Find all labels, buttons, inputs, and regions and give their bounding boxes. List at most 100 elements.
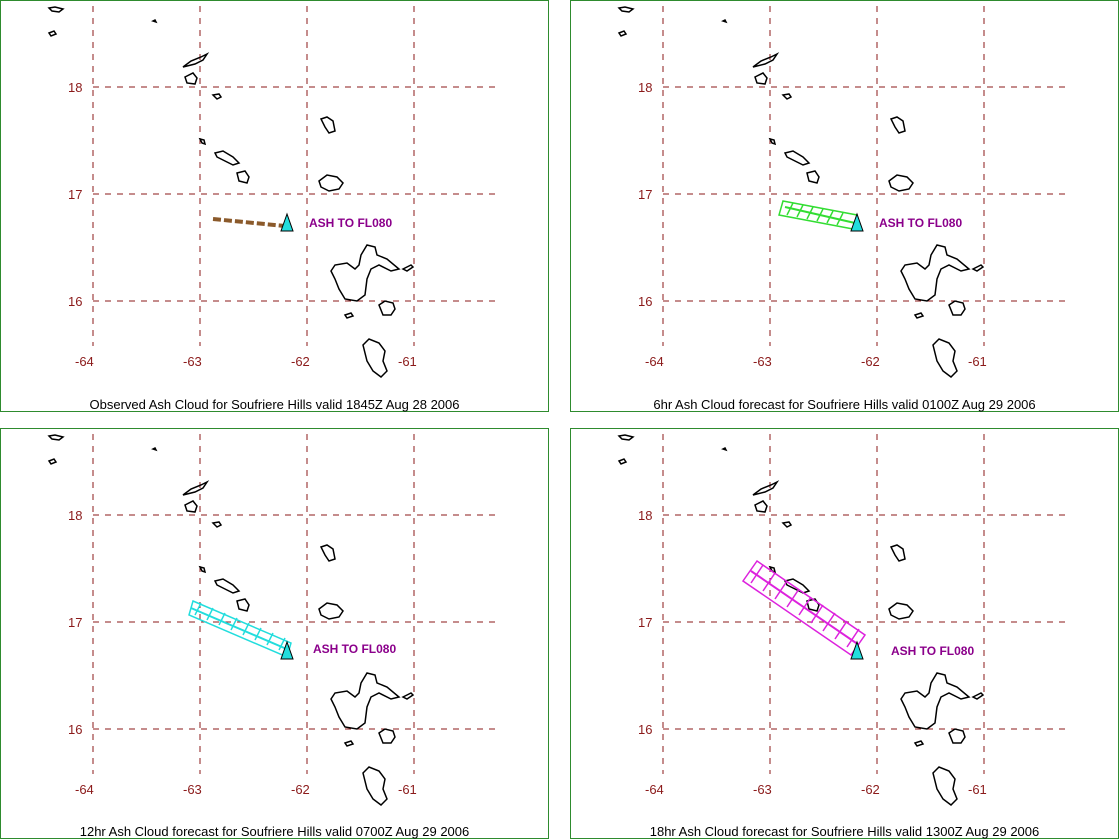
island-outline: [768, 137, 777, 146]
island-outline: [211, 93, 223, 100]
island-outline: [318, 602, 344, 620]
island-outline: [971, 692, 985, 700]
hatch-line: [846, 628, 860, 648]
island-outline: [236, 598, 250, 612]
island-outline: [888, 174, 914, 192]
volcano-triangle-icon: [850, 212, 864, 232]
hatch-line: [254, 627, 262, 641]
lat-lon-grid: [662, 434, 1071, 774]
island-outline: [198, 565, 207, 574]
island-coastlines: [47, 434, 415, 806]
ash-cloud: [778, 200, 858, 230]
lat-label-18: 18: [68, 508, 82, 523]
island-outline: [913, 312, 925, 319]
map-panel-6hr: 18 17 16 -64 -63 -62 -61: [570, 0, 1119, 412]
map-svg: 18 17 16 -64 -63 -62 -61: [47, 434, 501, 806]
island-outline: [378, 728, 396, 744]
lon-label-64: -64: [645, 782, 664, 797]
ash-cloud: [212, 217, 286, 228]
island-outline: [330, 244, 401, 302]
lon-label-61: -61: [968, 782, 987, 797]
panel-caption: 6hr Ash Cloud forecast for Soufriere Hil…: [653, 397, 1036, 412]
lon-label-63: -63: [183, 354, 202, 369]
hatch-line: [786, 202, 794, 216]
island-outline: [343, 312, 355, 319]
island-outline: [948, 728, 966, 744]
lon-label-63: -63: [183, 782, 202, 797]
island-outline: [213, 578, 241, 594]
island-outline: [211, 521, 223, 528]
island-outline: [889, 116, 906, 134]
panel-caption: Observed Ash Cloud for Soufriere Hills v…: [89, 397, 460, 412]
island-outline: [378, 300, 396, 316]
hatch-line: [218, 612, 226, 626]
hatch-line: [230, 617, 238, 631]
hatch-line: [242, 622, 250, 636]
lon-label-61: -61: [398, 354, 417, 369]
island-outline: [47, 6, 65, 13]
island-outline: [752, 480, 780, 496]
ash-altitude-label: ASH TO FL080: [313, 642, 396, 656]
volcano-triangle-icon: [280, 212, 294, 232]
hatch-line: [278, 637, 286, 651]
map-panel-12hr: 18 17 16 -64 -63 -62 -61: [0, 428, 549, 839]
island-outline: [47, 30, 58, 37]
lat-label-16: 16: [638, 294, 652, 309]
lat-label-18: 18: [638, 80, 652, 95]
lat-label-17: 17: [68, 615, 82, 630]
ash-cloud: [741, 559, 867, 657]
hatch-line: [816, 208, 824, 222]
lon-label-64: -64: [75, 354, 94, 369]
island-outline: [184, 500, 198, 513]
lon-label-61: -61: [968, 354, 987, 369]
lon-label-62: -62: [861, 354, 880, 369]
lat-lon-grid: [662, 6, 1071, 346]
hatch-line: [266, 632, 274, 646]
island-outline: [182, 52, 210, 68]
hatch-line: [786, 588, 800, 608]
island-outline: [401, 692, 415, 700]
island-coastlines: [617, 434, 985, 806]
lat-label-17: 17: [638, 615, 652, 630]
ash-altitude-label: ASH TO FL080: [891, 644, 974, 658]
island-outline: [617, 458, 628, 465]
volcano-marker: [280, 640, 294, 660]
island-outline: [889, 544, 906, 562]
hatch-line: [836, 212, 844, 226]
ash-altitude-label: ASH TO FL080: [309, 216, 392, 230]
hatch-line: [834, 620, 848, 640]
island-outline: [236, 170, 250, 184]
lon-label-63: -63: [753, 354, 772, 369]
ash-altitude-label: ASH TO FL080: [879, 216, 962, 230]
hatch-line: [826, 210, 834, 224]
lon-label-62: -62: [861, 782, 880, 797]
island-outline: [47, 458, 58, 465]
island-outline: [900, 672, 971, 730]
island-outline: [362, 338, 388, 378]
hatch-line: [206, 607, 214, 621]
lat-label-16: 16: [68, 294, 82, 309]
island-outline: [913, 740, 925, 747]
island-outline: [783, 578, 811, 594]
volcano-marker: [850, 640, 864, 660]
island-outline: [806, 170, 820, 184]
island-coastlines: [617, 6, 985, 378]
island-outline: [721, 446, 728, 452]
island-outline: [781, 521, 793, 528]
island-outline: [198, 137, 207, 146]
island-outline: [362, 766, 388, 806]
map-svg: 18 17 16 -64 -63 -62 -61: [617, 6, 1071, 378]
island-outline: [319, 116, 336, 134]
ash-cloud-axis: [750, 570, 860, 646]
hatch-line: [750, 564, 764, 584]
lat-label-17: 17: [638, 187, 652, 202]
map-svg: 18 17 16 -64 -63 -62 -61: [47, 6, 501, 378]
lat-label-18: 18: [638, 508, 652, 523]
lon-label-63: -63: [753, 782, 772, 797]
lat-lon-grid: [92, 6, 501, 346]
volcano-triangle-icon: [850, 640, 864, 660]
island-outline: [330, 672, 401, 730]
volcano-marker: [850, 212, 864, 232]
lat-lon-grid: [92, 434, 501, 774]
hatch-line: [796, 204, 804, 218]
